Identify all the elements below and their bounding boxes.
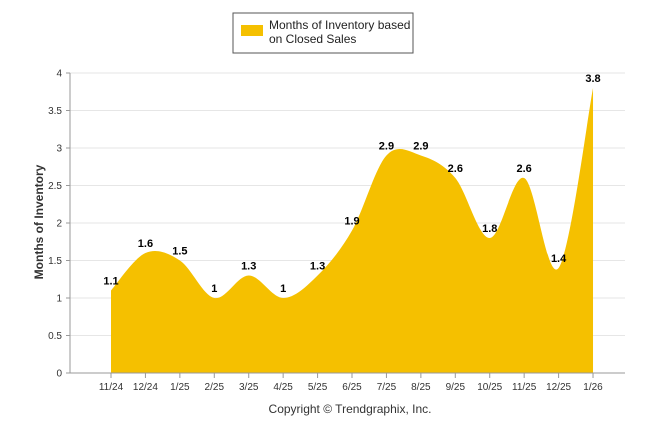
y-tick-label: 0.5 [48,331,62,342]
data-label: 1.5 [172,246,187,258]
y-tick-label: 4 [56,69,62,80]
x-tick-label: 1/26 [583,382,603,393]
y-tick-label: 2.5 [48,181,62,192]
data-label: 1.4 [551,253,567,265]
x-tick-label: 3/25 [239,382,259,393]
x-tick-label: 6/25 [342,382,362,393]
data-label: 1 [211,283,217,295]
data-label: 1.3 [241,261,256,273]
x-tick-label: 11/25 [512,382,537,393]
area-fill [111,88,594,373]
data-label: 2.9 [413,141,428,153]
data-label: 1.1 [103,276,118,288]
y-axis-ticks: 0 0.5 1 1.5 2 2.5 3 3.5 4 [48,69,71,380]
y-axis-title: Months of Inventory [32,164,46,279]
data-labels: 1.1 1.6 1.5 1 1.3 1 1.3 1.9 2.9 2.9 2.6 1.8 2.6 1.4 3.… [103,73,600,295]
x-axis-ticks: 11/24 12/24 1/25 2/25 3/25 4/25 5/25 6/25 7/25 8/… [70,372,625,393]
data-label: 2.6 [517,163,532,175]
y-tick-label: 1.5 [48,256,62,267]
y-tick-label: 2 [56,219,62,230]
data-label: 1.3 [310,261,325,273]
x-tick-label: 7/25 [377,382,397,393]
data-label: 1.8 [482,223,497,235]
data-label: 2.6 [448,163,463,175]
legend[interactable]: Months of Inventory based on Closed Sale… [232,12,414,54]
x-tick-label: 1/25 [170,382,190,393]
x-tick-label: 12/24 [133,382,158,393]
x-tick-label: 8/25 [411,382,431,393]
data-label: 2.9 [379,141,394,153]
copyright-credit: Copyright © Trendgraphix, Inc. [269,402,432,416]
x-tick-label: 4/25 [273,382,293,393]
legend-label-line2: on Closed Sales [269,32,356,46]
x-tick-label: 11/24 [99,382,124,393]
y-tick-label: 3 [56,144,62,155]
data-label: 1 [280,283,286,295]
legend-label-line1: Months of Inventory based [269,18,410,32]
legend-swatch [241,25,263,36]
y-tick-label: 0 [56,369,62,380]
y-tick-label: 1 [56,294,62,305]
y-tick-label: 3.5 [48,106,62,117]
x-tick-label: 5/25 [308,382,328,393]
data-label: 1.6 [138,238,153,250]
x-tick-label: 12/25 [546,382,571,393]
data-label: 1.9 [344,216,359,228]
x-tick-label: 9/25 [446,382,466,393]
x-tick-label: 2/25 [205,382,225,393]
data-label: 3.8 [585,73,600,85]
x-tick-label: 10/25 [477,382,502,393]
series-area [111,88,594,373]
